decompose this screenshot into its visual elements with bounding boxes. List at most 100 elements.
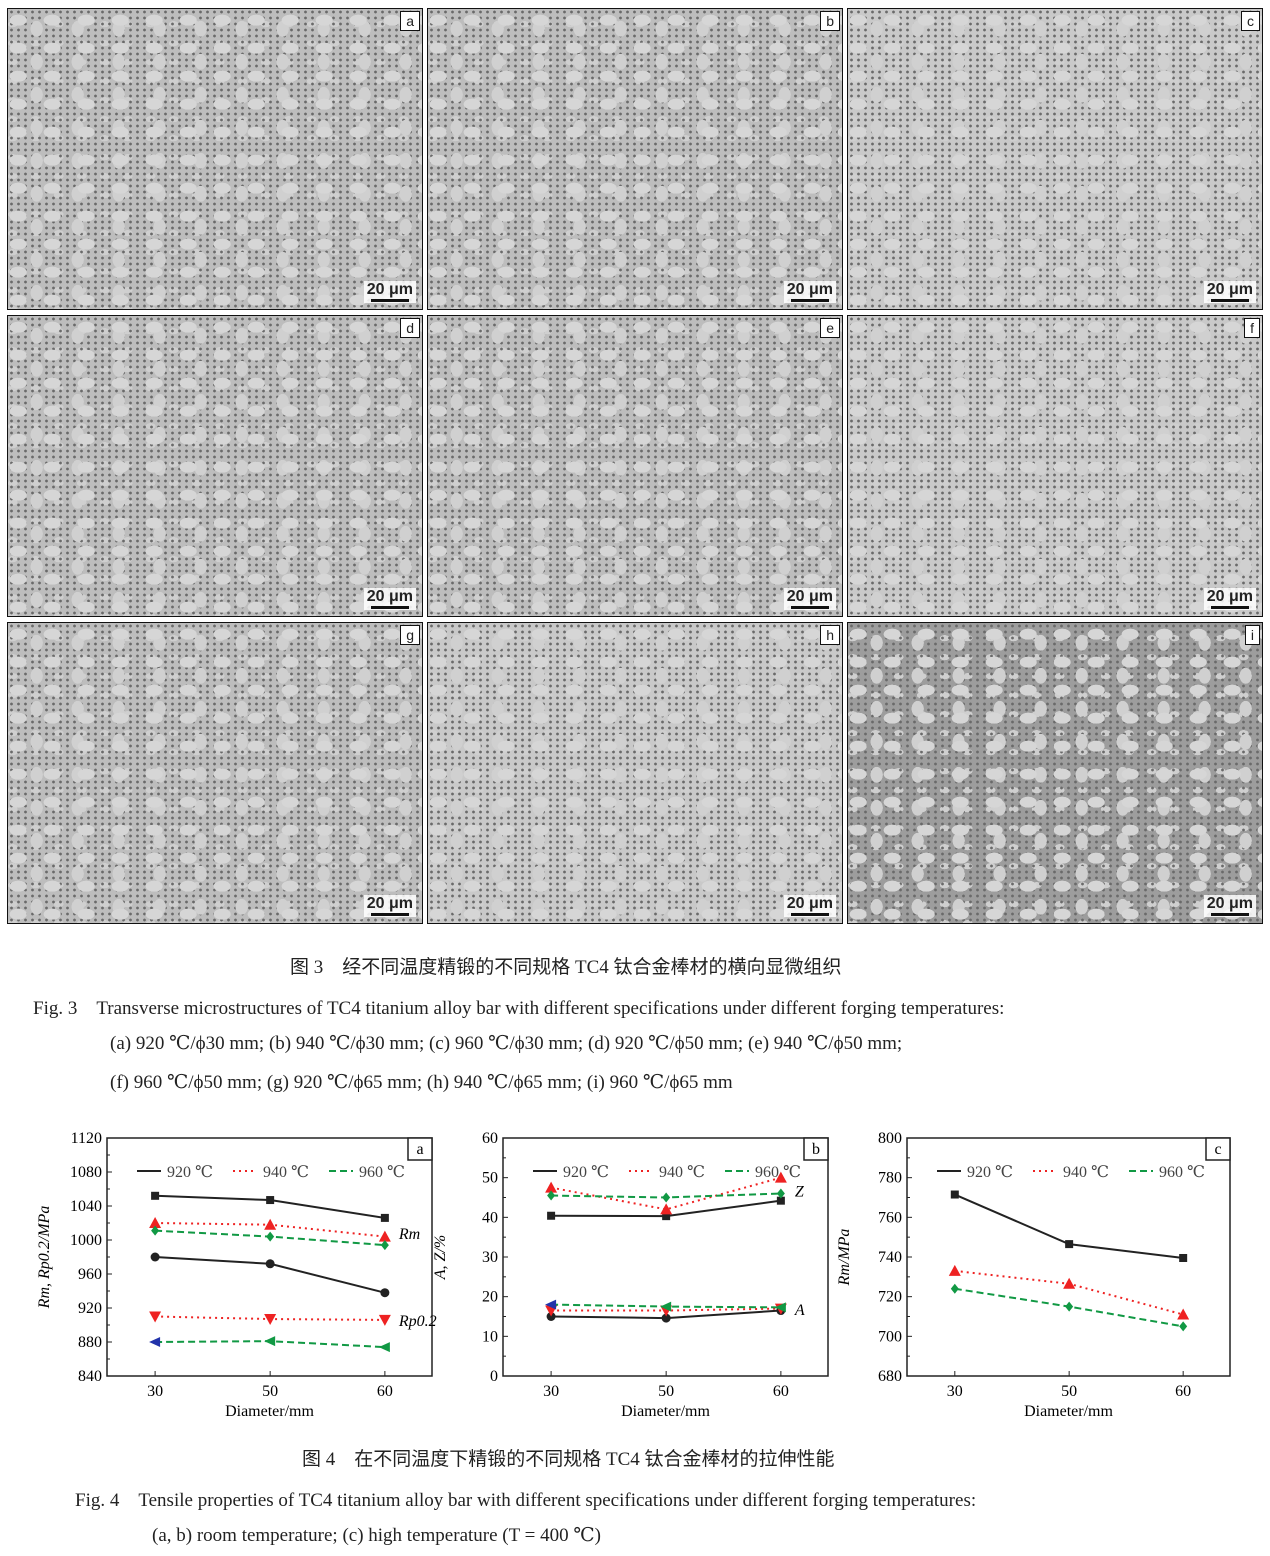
fig4-caption-en-1: Fig. 4 Tensile properties of TC4 titaniu… (75, 1490, 977, 1511)
y-tick-label: 840 (78, 1368, 102, 1385)
legend-entry: 940 ℃ (263, 1164, 309, 1181)
data-point (266, 1196, 275, 1205)
panel-label: a (416, 1141, 423, 1158)
panel-label-box (803, 1137, 829, 1161)
panel-label: e (820, 318, 840, 338)
data-point (266, 1231, 275, 1242)
chart-b: 0 10 20 30 40 50 60 30 50 60 Diameter/mm A, Z/% b 920… (432, 1130, 829, 1420)
data-point (547, 1211, 556, 1220)
data-point (378, 1314, 391, 1326)
scale-bar-label: 20 μm (1206, 895, 1253, 912)
scale-bar: 20 μm (1203, 895, 1256, 917)
scale-bar-label: 20 μm (366, 281, 413, 298)
data-point (380, 1240, 389, 1251)
x-tick-label: 50 (1061, 1383, 1077, 1400)
data-point (149, 1311, 162, 1323)
scale-bar: 20 μm (783, 281, 836, 303)
fig3-caption-en-3: (f) 960 ℃/ϕ50 mm; (g) 920 ℃/ϕ65 mm; (h) … (110, 1072, 733, 1093)
series-annotation: Rp0.2 (398, 1313, 437, 1330)
panel-label: d (400, 318, 420, 338)
data-point (660, 1203, 673, 1215)
x-tick-label: 60 (773, 1383, 789, 1400)
panel-label: b (820, 11, 840, 31)
y-tick-label: 0 (490, 1368, 498, 1385)
y-tick-label: 680 (878, 1368, 902, 1385)
x-tick-label: 30 (147, 1383, 163, 1400)
data-point (948, 1264, 961, 1276)
micrograph-c: c 20 μm (847, 8, 1263, 310)
chart-a: 840 880 920 960 1000 1040 1080 1120 30 50 60 Diamet… (36, 1130, 437, 1420)
x-tick-label: 50 (658, 1383, 674, 1400)
fig4-caption-en-2: (a, b) room temperature; (c) high temper… (152, 1525, 601, 1546)
data-point (1065, 1301, 1074, 1312)
y-tick-label: 760 (878, 1209, 902, 1226)
data-point (776, 1188, 785, 1199)
scale-bar: 20 μm (1203, 588, 1256, 610)
x-tick-label: 30 (947, 1383, 963, 1400)
micrograph-f: f 20 μm (847, 315, 1263, 617)
x-tick-label: 50 (262, 1383, 278, 1400)
y-tick-label: 10 (482, 1328, 498, 1345)
y-axis-label: Rm/MPa (836, 1229, 853, 1287)
panel-label-box (407, 1137, 433, 1161)
fig4-caption-cn: 图 4 在不同温度下精锻的不同规格 TC4 钛合金棒材的拉伸性能 (302, 1449, 835, 1470)
data-point (149, 1337, 161, 1347)
y-axis-label: A, Z/% (432, 1235, 449, 1280)
y-tick-label: 20 (482, 1289, 498, 1306)
legend-entry: 960 ℃ (755, 1164, 801, 1181)
panel-label-box (1205, 1137, 1231, 1161)
panel-label: f (1244, 318, 1260, 338)
y-tick-label: 880 (78, 1334, 102, 1351)
panel-label: c (1214, 1141, 1221, 1158)
y-tick-label: 30 (482, 1249, 498, 1266)
data-point (774, 1171, 787, 1183)
data-point (149, 1217, 162, 1228)
series-annotation: A (794, 1302, 805, 1319)
scale-bar-label: 20 μm (366, 588, 413, 605)
series-annotation: Z (795, 1184, 805, 1201)
scale-bar-label: 20 μm (1206, 281, 1253, 298)
legend-entry: 960 ℃ (1159, 1164, 1205, 1181)
legend-entry: 920 ℃ (167, 1164, 213, 1181)
y-tick-label: 50 (482, 1170, 498, 1187)
data-point (264, 1218, 277, 1230)
data-point (661, 1313, 671, 1323)
data-point (1063, 1277, 1076, 1289)
scale-bar-label: 20 μm (786, 588, 833, 605)
data-point (150, 1252, 160, 1262)
legend-entry: 920 ℃ (563, 1164, 609, 1181)
micrograph-i: i 20 μm (847, 622, 1263, 924)
scale-bar-label: 20 μm (1206, 588, 1253, 605)
y-tick-label: 700 (878, 1328, 902, 1345)
legend-entry: 960 ℃ (359, 1164, 405, 1181)
micrograph-h: h 20 μm (427, 622, 843, 924)
data-point (380, 1288, 390, 1298)
data-point (1065, 1240, 1074, 1249)
data-point (774, 1302, 786, 1313)
panel-label: h (820, 625, 840, 645)
y-tick-label: 1120 (71, 1130, 102, 1147)
y-tick-label: 1080 (70, 1164, 102, 1181)
x-tick-label: 60 (1175, 1383, 1191, 1400)
micrograph-a: a 20 μm (7, 8, 423, 310)
data-point (547, 1190, 556, 1201)
data-point (378, 1342, 390, 1353)
series-line (954, 1193, 1184, 1259)
y-tick-label: 1040 (70, 1198, 102, 1215)
x-axis-label: Diameter/mm (1024, 1403, 1113, 1420)
data-point (660, 1301, 672, 1312)
panel-label: g (400, 625, 420, 645)
x-tick-label: 60 (377, 1383, 393, 1400)
data-point (1177, 1308, 1190, 1320)
scale-bar: 20 μm (363, 281, 416, 303)
fig3-caption-en-2: (a) 920 ℃/ϕ30 mm; (b) 940 ℃/ϕ30 mm; (c) … (110, 1033, 903, 1054)
panel-label: i (1244, 625, 1260, 645)
scale-bar-label: 20 μm (786, 281, 833, 298)
data-point (264, 1336, 276, 1347)
scale-bar-label: 20 μm (786, 895, 833, 912)
data-point (950, 1283, 959, 1294)
y-tick-label: 780 (878, 1170, 902, 1187)
micrograph-b: b 20 μm (427, 8, 843, 310)
y-tick-label: 740 (878, 1249, 902, 1266)
